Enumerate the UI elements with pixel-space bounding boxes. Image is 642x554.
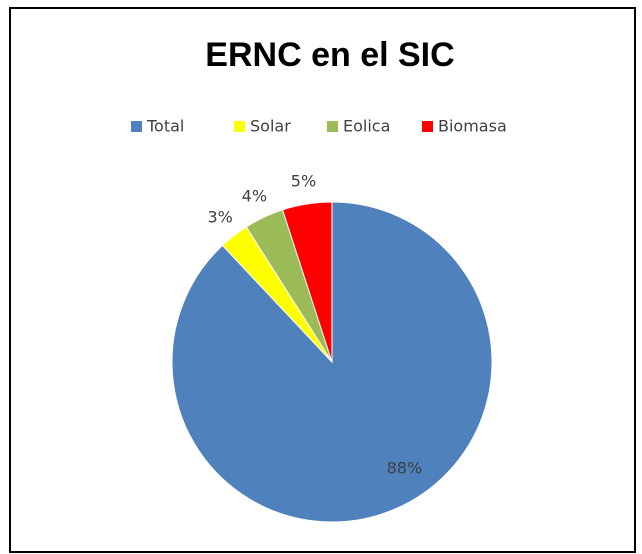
legend-swatch [327,121,338,132]
data-label: 4% [242,186,267,205]
legend-swatch [234,121,245,132]
pie-slice [281,201,333,363]
data-label: 3% [208,207,233,226]
legend-label: Solar [250,117,291,136]
legend-swatch [131,121,142,132]
chart-title: ERNC en el SIC [205,36,454,74]
data-label: 5% [291,171,316,190]
legend-label: Biomasa [438,117,507,136]
data-label: 88% [387,459,423,478]
legend-swatch [422,121,433,132]
legend-label: Eolica [343,117,390,136]
legend-label: Total [146,117,184,136]
